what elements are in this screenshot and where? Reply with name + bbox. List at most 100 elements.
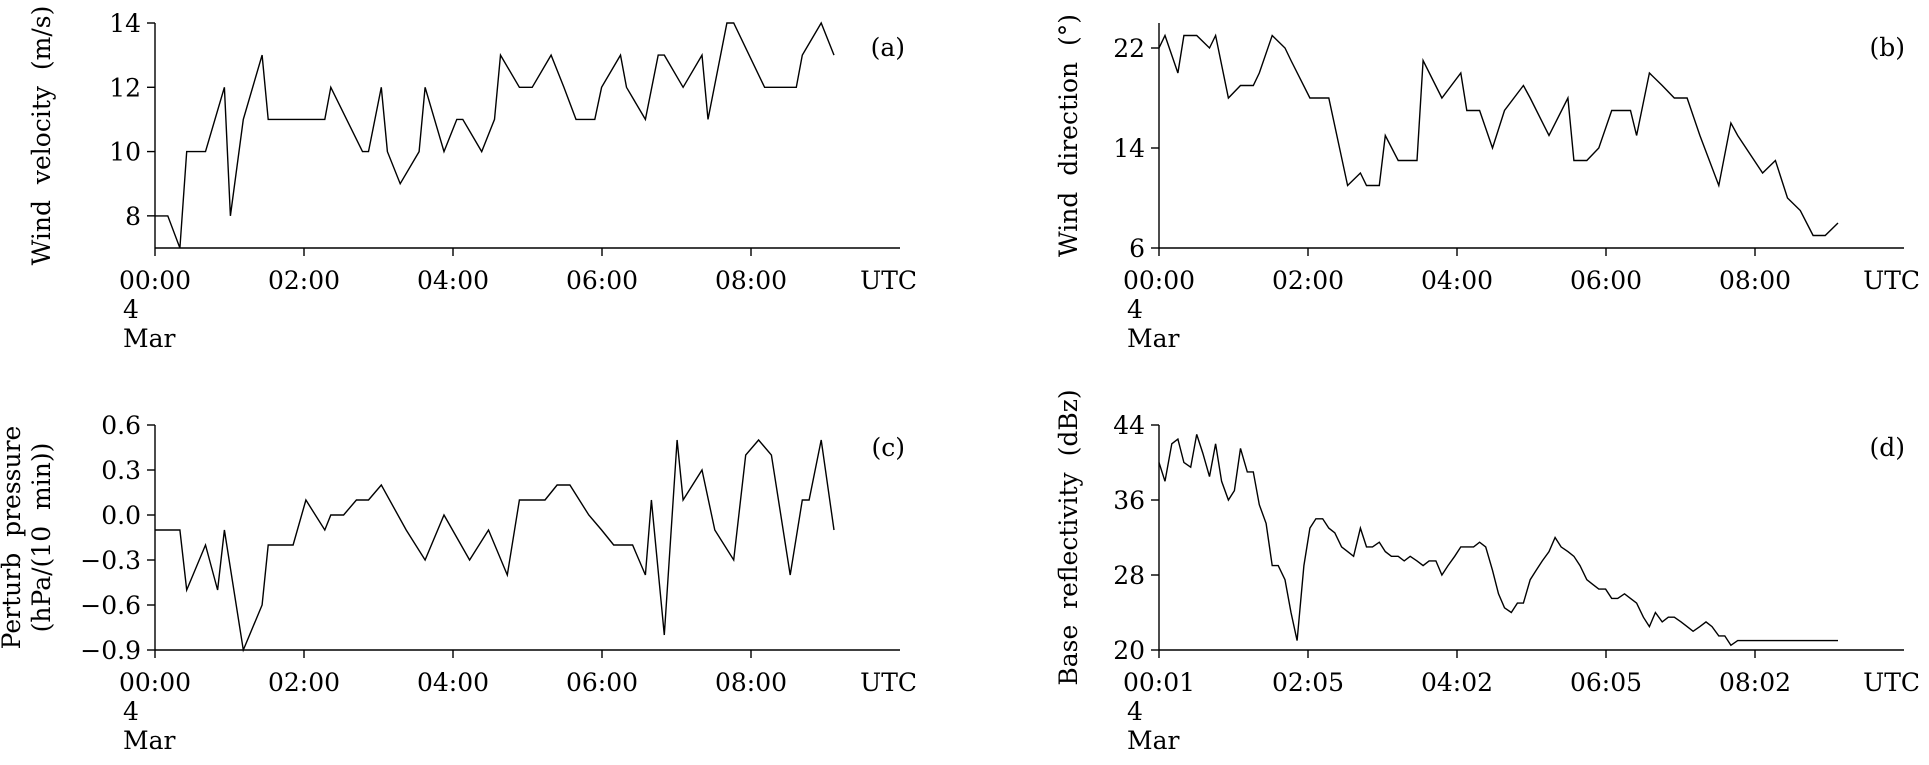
panel-d-data-point bbox=[1730, 645, 1731, 646]
panel-b-data-point bbox=[1240, 85, 1241, 86]
panel-b-data-point bbox=[1598, 147, 1599, 148]
panel-d-data-point bbox=[1598, 588, 1599, 589]
panel-d-data-point bbox=[1548, 551, 1549, 552]
panel-b-data-point bbox=[1586, 160, 1587, 161]
panel-b-data-point bbox=[1530, 97, 1531, 98]
panel-a-data-point bbox=[726, 22, 727, 23]
panel-d-data-point bbox=[1385, 551, 1386, 552]
panel-d-data-point bbox=[1177, 438, 1178, 439]
panel-a-data-point bbox=[400, 183, 401, 184]
panel-d-y-tick-label: 28 bbox=[1113, 561, 1145, 590]
panel-c-data-point bbox=[268, 544, 269, 545]
panel-c-y-axis-label: (hPa/(10 min)) bbox=[27, 443, 56, 633]
panel-b-data-point bbox=[1800, 210, 1801, 211]
panel-d-data-point bbox=[1800, 640, 1801, 641]
panel-b-data-point bbox=[1416, 160, 1417, 161]
panel-c-data-point bbox=[632, 544, 633, 545]
panel-d-data-point bbox=[1787, 640, 1788, 641]
panel-c-data-point bbox=[601, 529, 602, 530]
panel-a-x-tick-label: 04:00 bbox=[417, 266, 489, 295]
panel-d-data-point bbox=[1366, 546, 1367, 547]
panel-a-data-point bbox=[682, 87, 683, 88]
panel-b-label: (b) bbox=[1869, 33, 1905, 62]
panel-d-x-tick-label: 02:05 bbox=[1272, 668, 1344, 697]
panel-b-data-point bbox=[1636, 135, 1637, 136]
panel-c-data-point bbox=[224, 529, 225, 530]
panel-d-data-point bbox=[1379, 542, 1380, 543]
panel-d-data-point bbox=[1398, 556, 1399, 557]
panel-a-data-point bbox=[324, 119, 325, 120]
panel-b-data-point bbox=[1737, 135, 1738, 136]
panel-d-data-point bbox=[1473, 546, 1474, 547]
panel-d-data-point bbox=[1290, 612, 1291, 613]
panel-d-data-point bbox=[1265, 523, 1266, 524]
panel-d-data-point bbox=[1372, 546, 1373, 547]
panel-c-data-point bbox=[821, 439, 822, 440]
panel-b-data-point bbox=[1328, 97, 1329, 98]
panel-d-data-point bbox=[1662, 621, 1663, 622]
panel-d-data-point bbox=[1806, 640, 1807, 641]
panel-d-data-point bbox=[1768, 640, 1769, 641]
panel-a-y-tick-label: 10 bbox=[109, 138, 141, 167]
panel-d-data-point bbox=[1554, 537, 1555, 538]
panel-c-data-point bbox=[556, 484, 557, 485]
panel-c-data-point bbox=[645, 574, 646, 575]
panel-a-data-point bbox=[563, 87, 564, 88]
panel-c-data-point bbox=[833, 529, 834, 530]
panel-b-data-point bbox=[1398, 160, 1399, 161]
panel-c-data-point bbox=[544, 499, 545, 500]
panel-c-x-unit-label: UTC bbox=[860, 668, 917, 697]
panel-a-data-point bbox=[243, 119, 244, 120]
panel-d-data-point bbox=[1328, 527, 1329, 528]
panel-d-data-point bbox=[1391, 556, 1392, 557]
panel-d-data-point bbox=[1202, 452, 1203, 453]
panel-d-data-point bbox=[1649, 626, 1650, 627]
panel-d-data-point bbox=[1498, 593, 1499, 594]
panel-a-y-axis-label: Wind velocity (m/s) bbox=[27, 6, 56, 266]
panel-c-data-point bbox=[676, 439, 677, 440]
panel-c-data-point bbox=[569, 484, 570, 485]
panel-d-data-point bbox=[1511, 612, 1512, 613]
panel-d-data-point bbox=[1749, 640, 1750, 641]
panel-b-x-tick-label: 02:00 bbox=[1272, 266, 1344, 295]
panel-c-data-point bbox=[330, 514, 331, 515]
panel-d-data-point bbox=[1756, 640, 1757, 641]
panel-b-data-point bbox=[1177, 72, 1178, 73]
panel-c-data-point bbox=[261, 604, 262, 605]
panel-d-data-point bbox=[1485, 546, 1486, 547]
panel-a-data-point bbox=[620, 54, 621, 55]
panel-c-data-point bbox=[186, 589, 187, 590]
panel-b-data-point bbox=[1272, 35, 1273, 36]
panel-a-data-point bbox=[494, 119, 495, 120]
panel-c-data-point bbox=[305, 499, 306, 500]
panel-b-data-point bbox=[1360, 172, 1361, 173]
panel-b-data-point bbox=[1825, 235, 1826, 236]
panel-d-data-point bbox=[1837, 640, 1838, 641]
panel-d-data-point bbox=[1560, 546, 1561, 547]
panel-d-data-point bbox=[1171, 443, 1172, 444]
panel-b-y-tick-label: 22 bbox=[1113, 34, 1145, 63]
panel-a-data-point bbox=[701, 54, 702, 55]
panel-c-data-point bbox=[664, 634, 665, 635]
panel-d-data-point bbox=[1680, 621, 1681, 622]
panel-a-data-point bbox=[268, 119, 269, 120]
panel-a-y-tick-label: 12 bbox=[109, 73, 141, 102]
panel-d-data-point bbox=[1812, 640, 1813, 641]
panel-a-x-unit-label: UTC bbox=[860, 266, 917, 295]
panel-a-date-month: Mar bbox=[123, 324, 176, 353]
panel-a-data-point bbox=[733, 22, 734, 23]
panel-a-data-point bbox=[658, 54, 659, 55]
panel-d-data-point bbox=[1818, 640, 1819, 641]
panel-d-data-point bbox=[1404, 560, 1405, 561]
panel-c-date-month: Mar bbox=[123, 726, 176, 755]
panel-d-data-point bbox=[1353, 556, 1354, 557]
panel-d-data-point bbox=[1228, 499, 1229, 500]
panel-d-data-point bbox=[1724, 635, 1725, 636]
panel-a-data-point bbox=[186, 151, 187, 152]
panel-d-data-point bbox=[1668, 617, 1669, 618]
panel-c-y-tick-label: 0.6 bbox=[101, 411, 141, 440]
panel-a-x-tick-label: 06:00 bbox=[566, 266, 638, 295]
panel-c-data-point bbox=[790, 574, 791, 575]
panel-b-data-point bbox=[1385, 135, 1386, 136]
panel-b-data-point bbox=[1366, 185, 1367, 186]
